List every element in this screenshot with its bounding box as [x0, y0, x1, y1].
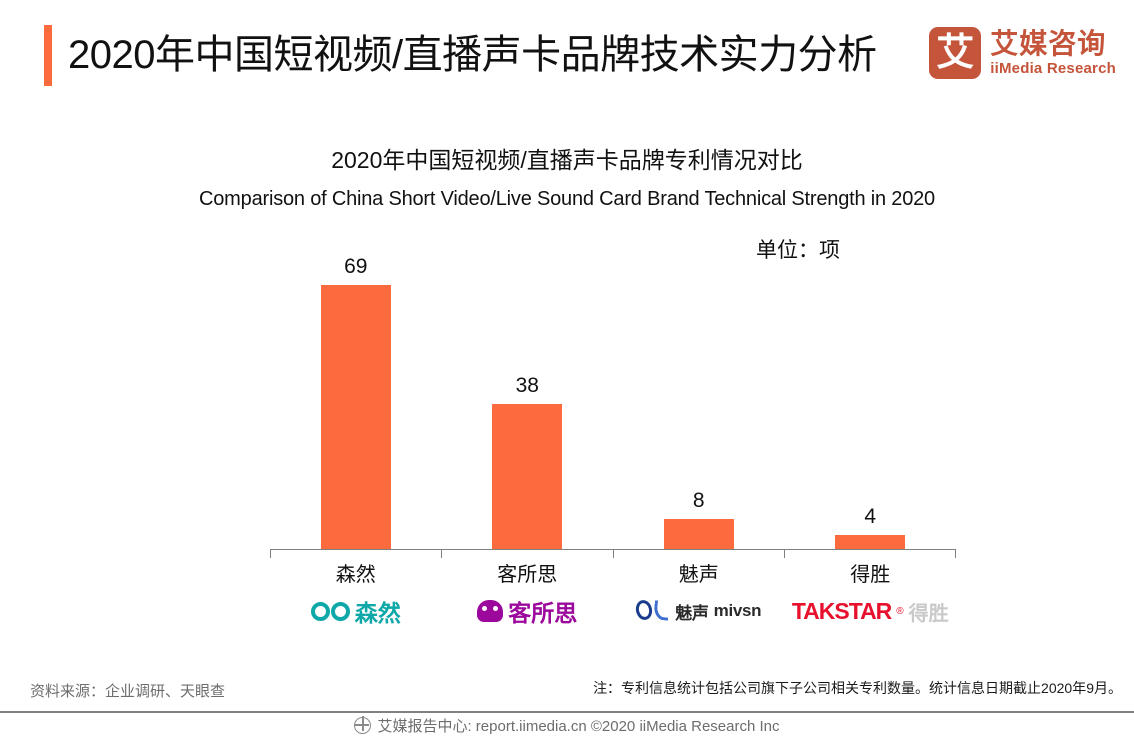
- iimedia-logo-text: 艾媒咨询 iiMedia Research: [990, 27, 1116, 78]
- chart-plot-area: 69 38 8 4: [270, 250, 956, 558]
- brand-logo-text: 客所思: [508, 600, 578, 626]
- bar-value-label: 4: [864, 505, 877, 528]
- bar-value-label: 8: [692, 489, 705, 512]
- iimedia-logo-mark: 艾: [929, 27, 982, 79]
- footer-bar-text: 艾媒报告中心: report.iimedia.cn ©2020 iiMedia …: [377, 717, 780, 735]
- x-axis-tick: [613, 550, 614, 558]
- brand-logo-takstar: TAKSTAR ® 得胜: [785, 594, 957, 628]
- bar-value-label: 38: [515, 374, 539, 397]
- brand-logo-mivsn: 魅声 mivsn: [613, 594, 785, 628]
- chart-subtitle: Comparison of China Short Video/Live Sou…: [199, 188, 935, 210]
- brand-logo-text: 森然: [354, 600, 401, 626]
- brand-logo-iimedia: 艾 艾媒咨询 iiMedia Research: [929, 27, 1116, 79]
- bar: [320, 285, 391, 550]
- registered-mark-icon: ®: [896, 605, 904, 617]
- bar-slot: 38: [442, 250, 614, 550]
- bar-slot: 8: [613, 250, 785, 550]
- brand-logo-text-cn: 得胜: [908, 602, 949, 625]
- bar-series: 69 38 8 4: [270, 250, 956, 550]
- brand-logo-text-cn: 魅声: [675, 603, 709, 623]
- category-group: 魅声 魅声 mivsn: [613, 558, 785, 628]
- x-axis-tick: [955, 550, 956, 558]
- brand-logo-sensen: 森然: [270, 594, 442, 628]
- iimedia-name-en: iiMedia Research: [990, 59, 1116, 77]
- header-accent-bar: [44, 25, 52, 86]
- chart-unit-label: 单位：项: [756, 239, 840, 262]
- rounded-face-mark-icon: [477, 600, 504, 622]
- category-group: 得胜 TAKSTAR ® 得胜: [785, 558, 957, 628]
- brand-logo-text-en: TAKSTAR: [791, 597, 892, 624]
- x-axis-line: [270, 549, 956, 550]
- double-circle-mark-icon: [310, 601, 350, 621]
- category-group: 森然 森然: [270, 558, 442, 628]
- bar: [492, 404, 563, 550]
- page-header: 2020年中国短视频/直播声卡品牌技术实力分析 艾 艾媒咨询 iiMedia R…: [0, 0, 1134, 110]
- x-tick-label: 魅声: [678, 564, 719, 586]
- category-group: 客所思 客所思: [442, 558, 614, 628]
- x-axis-categories: 森然 森然 客所思 客所思 魅声 魅声 mivsn 得胜 TAKSTAR ® 得胜: [270, 558, 956, 628]
- x-axis-tick: [270, 550, 271, 558]
- source-label: 资料来源：企业调研、天眼查: [30, 683, 226, 700]
- swoosh-mark-icon: [636, 599, 670, 623]
- footer-divider: [0, 711, 1134, 713]
- x-axis-tick: [784, 550, 785, 558]
- x-axis-tick: [441, 550, 442, 558]
- footer-bar: 艾媒报告中心: report.iimedia.cn ©2020 iiMedia …: [0, 713, 1134, 737]
- x-tick-label: 客所思: [497, 564, 558, 586]
- brand-logo-kesuosi: 客所思: [442, 594, 614, 628]
- bar: [663, 519, 734, 550]
- footnote: 注：专利信息统计包括公司旗下子公司相关专利数量。统计信息日期截止2020年9月。: [593, 680, 1122, 696]
- brand-logo-text-en: mivsn: [713, 601, 762, 620]
- iimedia-name-cn: 艾媒咨询: [990, 27, 1107, 59]
- page-title: 2020年中国短视频/直播声卡品牌技术实力分析: [68, 33, 877, 77]
- x-tick-label: 得胜: [850, 564, 891, 586]
- bar: [835, 535, 906, 550]
- x-tick-label: 森然: [335, 564, 376, 586]
- bar-value-label: 69: [344, 255, 368, 278]
- globe-icon: [354, 716, 372, 734]
- chart-title: 2020年中国短视频/直播声卡品牌专利情况对比: [331, 147, 803, 173]
- bar-slot: 4: [785, 250, 957, 550]
- bar-slot: 69: [270, 250, 442, 550]
